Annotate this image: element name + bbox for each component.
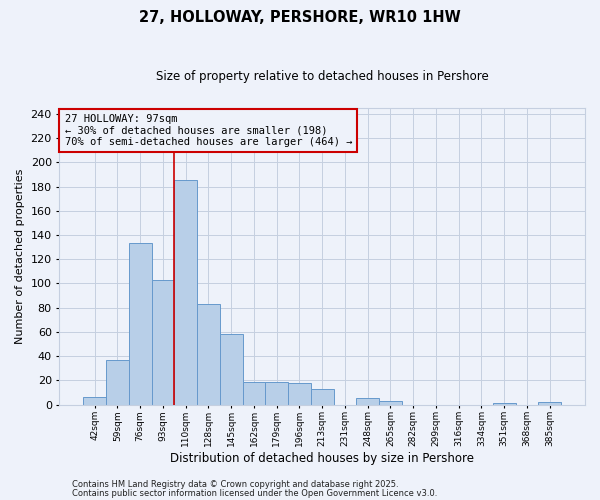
Bar [311,389,334,404]
Text: Contains public sector information licensed under the Open Government Licence v3: Contains public sector information licen… [72,488,437,498]
Bar [152,280,175,404]
Bar [106,360,129,405]
Y-axis label: Number of detached properties: Number of detached properties [15,168,25,344]
X-axis label: Distribution of detached houses by size in Pershore: Distribution of detached houses by size … [170,452,474,465]
Bar [197,304,220,404]
Bar [265,382,288,404]
Bar [83,397,106,404]
Text: 27, HOLLOWAY, PERSHORE, WR10 1HW: 27, HOLLOWAY, PERSHORE, WR10 1HW [139,10,461,25]
Bar [129,244,152,404]
Text: 27 HOLLOWAY: 97sqm
← 30% of detached houses are smaller (198)
70% of semi-detach: 27 HOLLOWAY: 97sqm ← 30% of detached hou… [65,114,352,147]
Bar [242,382,265,404]
Bar [175,180,197,404]
Bar [220,334,242,404]
Bar [288,382,311,404]
Bar [379,401,402,404]
Bar [356,398,379,404]
Title: Size of property relative to detached houses in Pershore: Size of property relative to detached ho… [156,70,488,83]
Bar [538,402,561,404]
Text: Contains HM Land Registry data © Crown copyright and database right 2025.: Contains HM Land Registry data © Crown c… [72,480,398,489]
